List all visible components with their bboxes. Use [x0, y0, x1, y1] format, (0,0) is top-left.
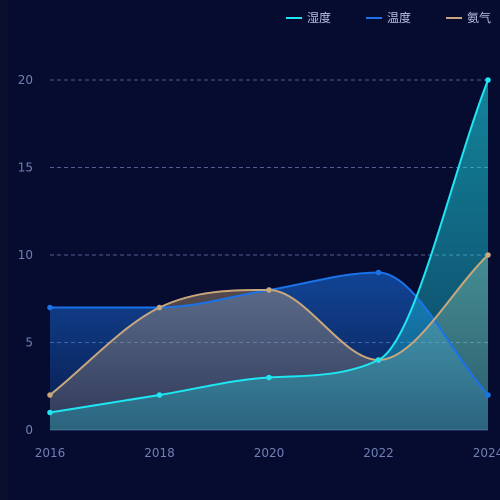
series-area	[50, 80, 488, 430]
x-tick-label: 2022	[363, 446, 394, 460]
data-point[interactable]	[47, 392, 53, 398]
y-axis-ticks: 0 5 10 15 20	[18, 73, 33, 437]
x-axis-ticks: 2016 2018 2020 2022 2024	[35, 446, 500, 460]
x-tick-label: 2018	[144, 446, 175, 460]
data-point[interactable]	[47, 409, 53, 416]
series-line	[49, 254, 489, 396]
series-areas	[50, 80, 488, 430]
series-line	[49, 79, 489, 414]
x-tick-label: 2024	[473, 446, 500, 460]
data-point[interactable]	[375, 357, 382, 363]
x-tick-label: 2016	[35, 446, 66, 460]
data-point[interactable]	[156, 392, 163, 398]
legend-label[interactable]: 湿度	[307, 10, 331, 25]
data-point[interactable]	[266, 374, 272, 381]
legend-label[interactable]: 氨气	[467, 10, 491, 25]
legend: 湿度 温度 氨气	[286, 10, 491, 25]
data-point[interactable]	[485, 392, 491, 398]
series-line	[49, 271, 489, 396]
y-tick-label: 15	[18, 161, 33, 175]
series-points	[47, 77, 491, 416]
series-lines	[49, 79, 489, 414]
data-point[interactable]	[47, 304, 53, 311]
data-point[interactable]	[485, 77, 491, 83]
y-tick-label: 10	[18, 248, 33, 262]
data-point[interactable]	[156, 304, 163, 311]
y-tick-label: 0	[25, 423, 33, 437]
data-point[interactable]	[485, 252, 491, 258]
data-point[interactable]	[266, 287, 272, 293]
data-point[interactable]	[375, 269, 382, 276]
x-tick-label: 2020	[254, 446, 285, 460]
legend-label[interactable]: 温度	[387, 10, 411, 25]
y-tick-label: 5	[25, 336, 33, 350]
y-tick-label: 20	[18, 73, 33, 87]
